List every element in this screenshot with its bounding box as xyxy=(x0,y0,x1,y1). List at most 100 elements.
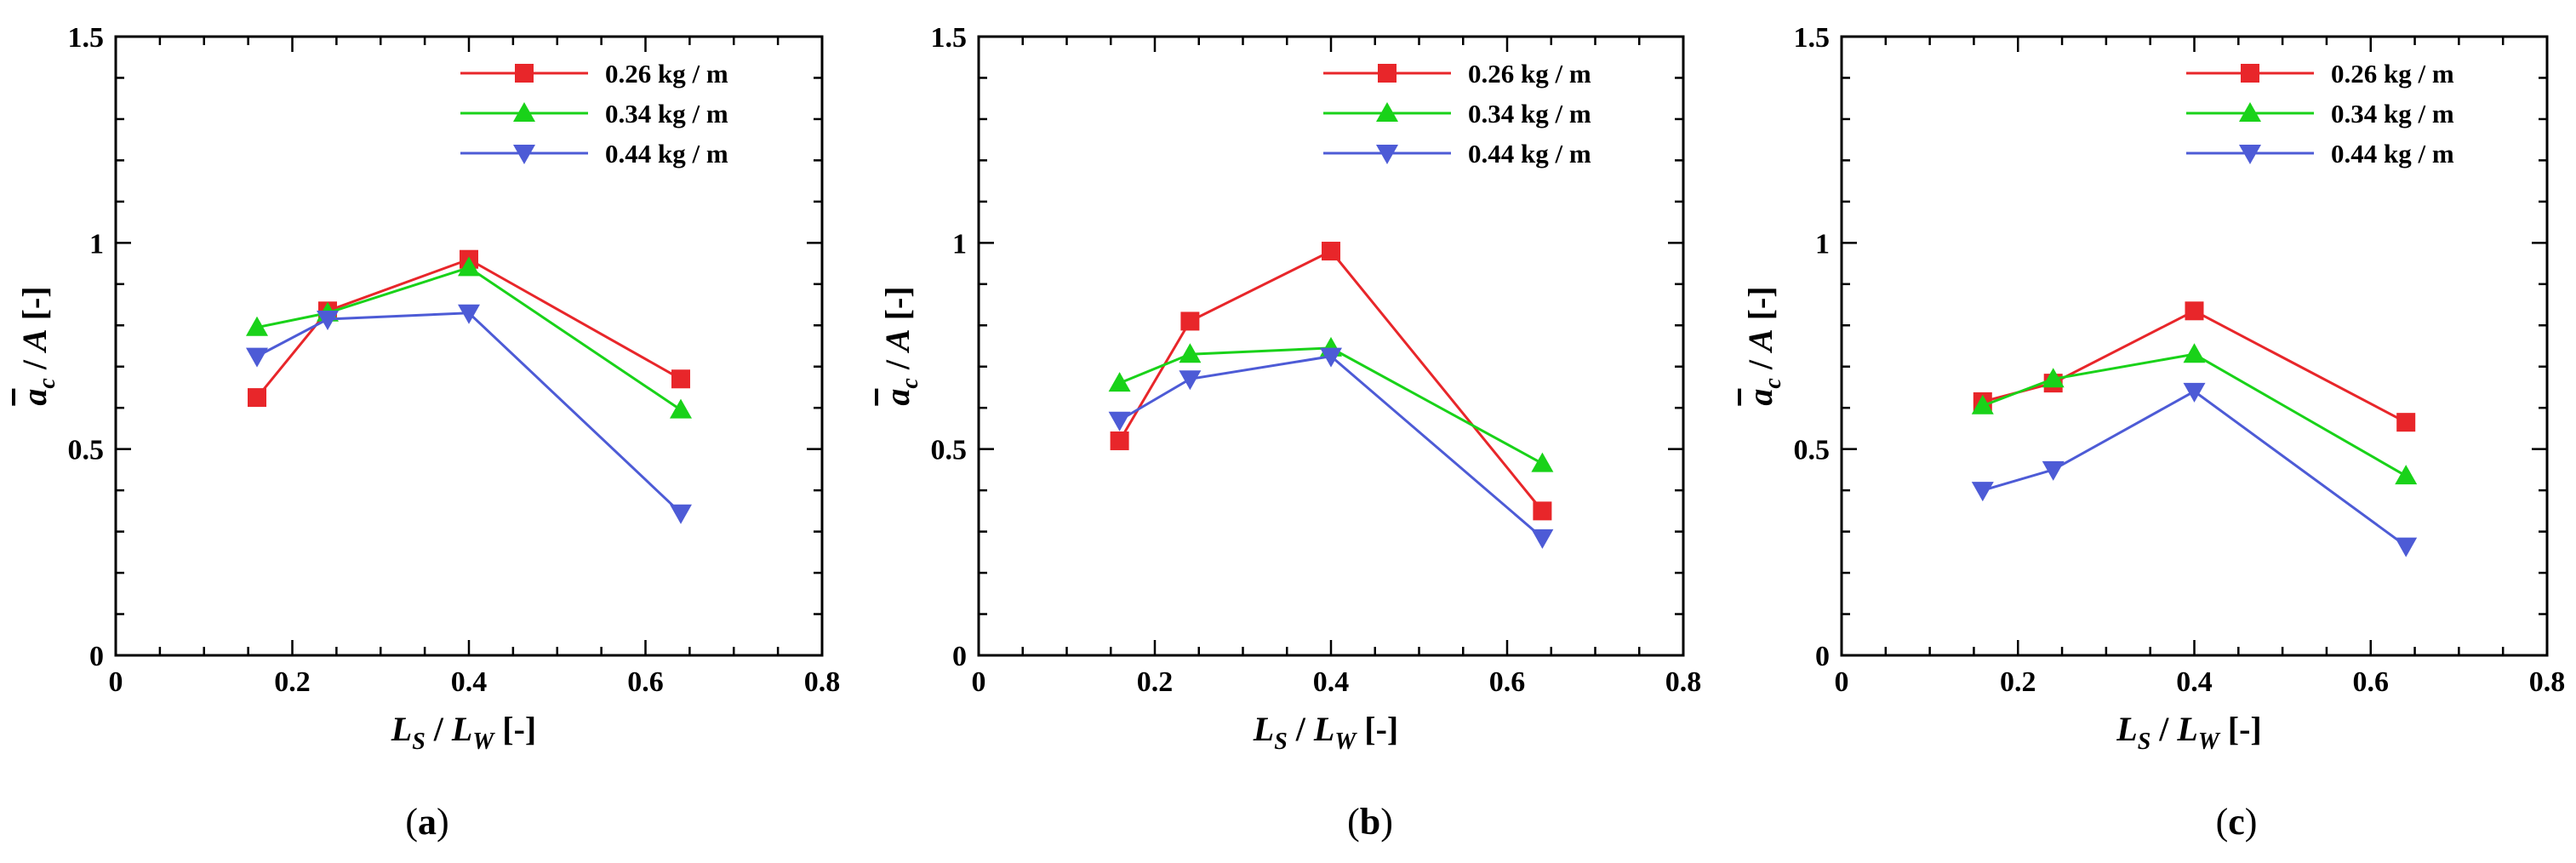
data-point xyxy=(1179,370,1202,391)
series-line xyxy=(1118,355,1544,540)
x-tick-label: 0.8 xyxy=(2529,666,2566,698)
data-point xyxy=(2183,382,2206,403)
legend-marker xyxy=(2239,102,2261,122)
data-point xyxy=(1971,482,1994,502)
x-tick-label: 0.6 xyxy=(2353,666,2390,698)
series-line xyxy=(1118,249,1544,512)
legend-label: 0.34 kg / m xyxy=(2331,99,2454,129)
x-tick-label: 0.8 xyxy=(1665,666,1702,698)
series-3 xyxy=(1108,347,1554,549)
legend-label: 0.34 kg / m xyxy=(605,99,728,129)
data-point xyxy=(317,310,339,330)
plot-frame xyxy=(114,35,824,657)
series-line xyxy=(1982,390,2408,547)
y-tick-label: 0 xyxy=(1815,641,1830,672)
legend-entry: 0.26 kg / m xyxy=(1323,59,1591,89)
legend-marker xyxy=(515,64,534,83)
data-point xyxy=(2396,413,2416,432)
data-point xyxy=(248,388,266,408)
data-point xyxy=(1108,372,1131,392)
y-tick-label: 1 xyxy=(952,228,967,260)
data-point xyxy=(1320,347,1342,368)
x-tick-label: 0.2 xyxy=(274,666,311,698)
y-tick-label: 1.5 xyxy=(68,22,105,54)
y-tick-label: 0.5 xyxy=(931,435,968,466)
legend-marker xyxy=(2239,145,2261,164)
x-axis-label: LS / LW [-] xyxy=(1253,710,1398,755)
data-point xyxy=(1322,242,1340,261)
data-point xyxy=(458,256,480,277)
series-line xyxy=(1982,352,2407,477)
data-point xyxy=(1533,501,1552,521)
chart-panel-a: 0 0.2 0.4 0.6 0.8 0 0.5 1 1.5 LS / LW [-] ac / A [… xyxy=(15,22,840,843)
y-axis-label: ac / A [-] xyxy=(878,286,923,405)
x-tick-label: 0.2 xyxy=(1137,666,1174,698)
x-tick-label: 0 xyxy=(972,666,986,698)
data-point xyxy=(670,398,692,419)
data-point xyxy=(671,369,690,389)
panel-caption: (c) xyxy=(2216,801,2258,843)
y-tick-label: 1 xyxy=(89,228,104,260)
y-tick-label: 0.5 xyxy=(1794,435,1831,466)
y-tick-label: 1.5 xyxy=(931,22,968,54)
x-tick-label: 0 xyxy=(109,666,123,698)
legend-marker xyxy=(513,102,535,122)
legend-entry: 0.34 kg / m xyxy=(460,99,728,129)
y-tick-label: 1.5 xyxy=(1794,22,1831,54)
series-1 xyxy=(1973,301,2416,432)
legend-label: 0.44 kg / m xyxy=(2331,139,2454,169)
x-tick-label: 0.4 xyxy=(2176,666,2213,698)
x-tick-label: 0.2 xyxy=(2000,666,2036,698)
legend-label: 0.44 kg / m xyxy=(605,139,728,169)
series-2 xyxy=(1971,343,2418,485)
data-point xyxy=(2183,343,2206,363)
legend-label: 0.26 kg / m xyxy=(2331,59,2454,89)
data-point xyxy=(1180,311,1200,331)
x-tick-label: 0 xyxy=(1835,666,1849,698)
legend-marker xyxy=(1376,145,1398,164)
x-tick-label: 0.4 xyxy=(451,666,488,698)
y-axis-label: ac / A [-] xyxy=(15,286,60,405)
chart-panel-b: 0 0.2 0.4 0.6 0.8 0 0.5 1 1.5 LS / LW [-] ac / A [… xyxy=(878,22,1701,843)
data-point xyxy=(1108,411,1131,432)
series-line xyxy=(256,311,683,514)
legend-marker xyxy=(513,145,535,164)
legend-label: 0.44 kg / m xyxy=(1468,139,1591,169)
legend-entry: 0.26 kg / m xyxy=(460,59,728,89)
legend-entry: 0.44 kg / m xyxy=(460,139,728,169)
x-axis-label: LS / LW [-] xyxy=(2116,710,2261,755)
data-point xyxy=(1531,452,1554,472)
data-point xyxy=(1179,343,1202,363)
data-point xyxy=(1110,431,1129,450)
data-point xyxy=(2042,368,2065,388)
series-line xyxy=(255,258,682,399)
y-tick-label: 0 xyxy=(952,641,967,672)
y-tick-label: 0 xyxy=(89,641,104,672)
panel-caption: (a) xyxy=(405,801,448,843)
legend-marker xyxy=(1376,102,1398,122)
x-tick-label: 0.8 xyxy=(804,666,841,698)
data-point xyxy=(2395,465,2418,485)
data-point xyxy=(2042,460,2065,481)
series-2 xyxy=(246,256,692,419)
series-3 xyxy=(246,304,692,524)
y-axis-label: ac / A [-] xyxy=(1741,286,1786,405)
legend-label: 0.26 kg / m xyxy=(1468,59,1591,89)
legend-entry: 0.44 kg / m xyxy=(1323,139,1591,169)
data-point xyxy=(1531,529,1554,549)
legend-entry: 0.34 kg / m xyxy=(1323,99,1591,129)
chart-panel-c: 0 0.2 0.4 0.6 0.8 0 0.5 1 1.5 LS / LW [-] ac / A [… xyxy=(1741,22,2565,843)
legend-label: 0.34 kg / m xyxy=(1468,99,1591,129)
data-point xyxy=(458,304,480,324)
data-point xyxy=(246,316,268,336)
x-tick-label: 0.4 xyxy=(1313,666,1350,698)
data-point xyxy=(246,347,268,368)
x-tick-label: 0.6 xyxy=(1489,666,1526,698)
series-1 xyxy=(1110,242,1552,521)
data-point xyxy=(1971,394,1994,414)
data-point xyxy=(670,504,692,524)
data-point xyxy=(2395,537,2418,557)
series-line xyxy=(1119,346,1544,465)
y-tick-label: 1 xyxy=(1815,228,1830,260)
